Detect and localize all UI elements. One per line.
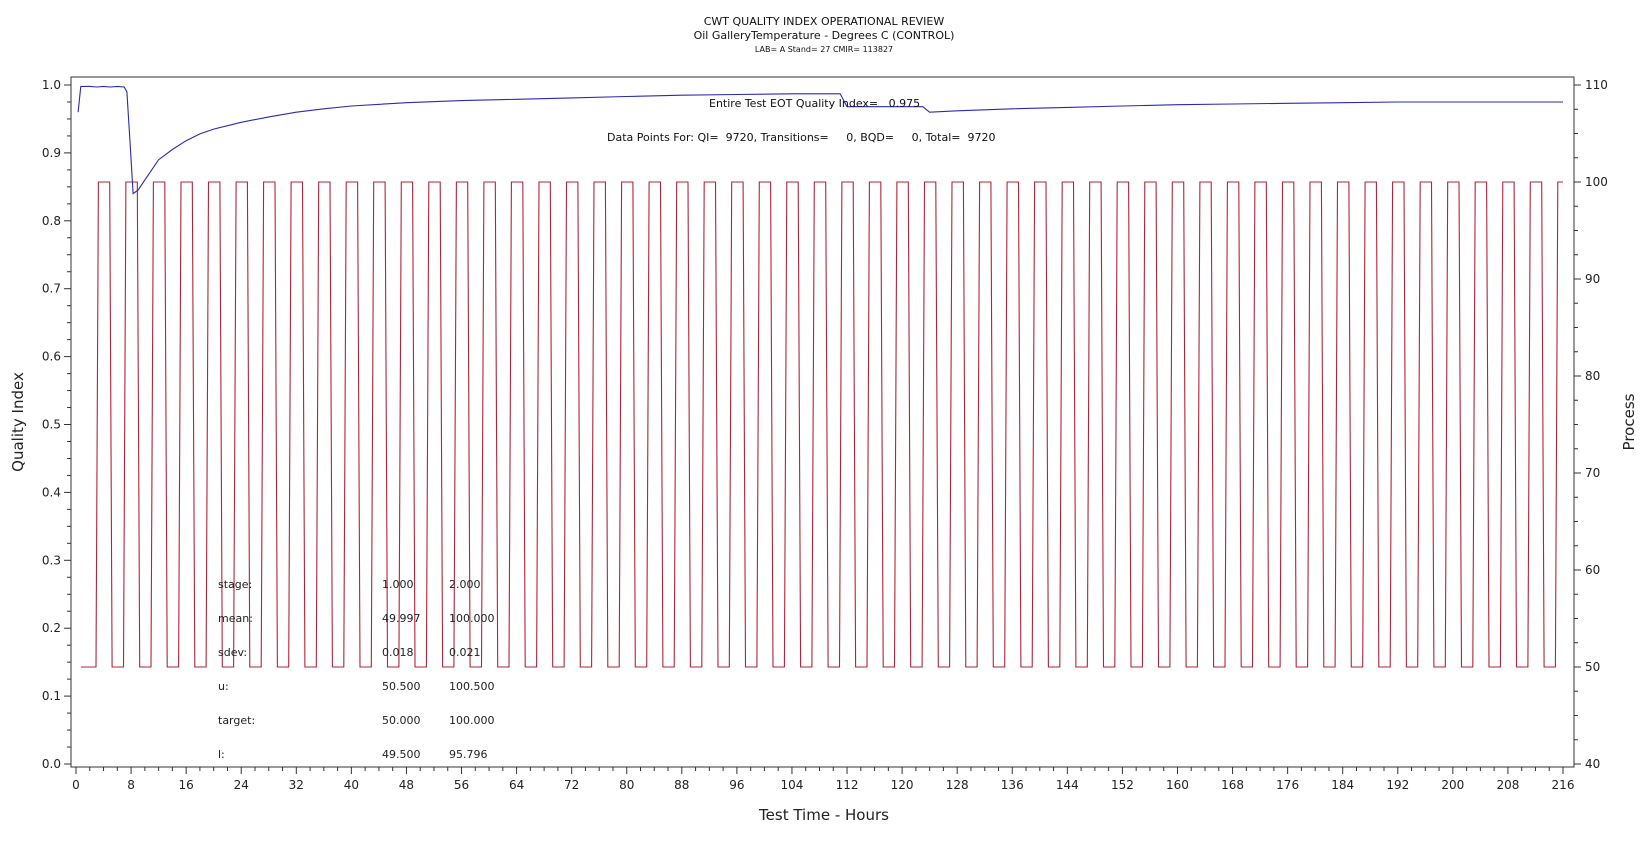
y-tick-label: 0.1 bbox=[42, 689, 61, 703]
x-tick-label: 144 bbox=[1056, 778, 1079, 792]
x-tick-label: 32 bbox=[289, 778, 304, 792]
plot-frame bbox=[70, 76, 1575, 768]
stat-value-stage1: 0.018 bbox=[382, 646, 414, 659]
chart-subsubtitle: LAB= A Stand= 27 CMIR= 113827 bbox=[755, 45, 893, 54]
x-tick-label: 168 bbox=[1221, 778, 1244, 792]
y-tick-label: 0.9 bbox=[42, 146, 61, 160]
x-tick-label: 208 bbox=[1496, 778, 1519, 792]
y-tick-label: 0.4 bbox=[42, 485, 61, 499]
x-tick-label: 152 bbox=[1111, 778, 1134, 792]
x-axis-label: Test Time - Hours bbox=[758, 806, 889, 824]
stat-value-stage1: 49.500 bbox=[382, 748, 421, 761]
data-points-note: Data Points For: QI= 9720, Transitions= … bbox=[607, 131, 995, 144]
stat-label: stage: bbox=[218, 578, 252, 591]
eot-quality-index-note: Entire Test EOT Quality Index= 0.975 bbox=[709, 97, 920, 110]
y-axis-right: 40 50 60 70 80 90 100 110 bbox=[1574, 78, 1608, 771]
y-axis-label: Quality Index bbox=[9, 372, 27, 472]
y2-tick-label: 90 bbox=[1585, 272, 1600, 286]
stat-value-stage2: 2.000 bbox=[449, 578, 481, 591]
x-tick-label: 80 bbox=[619, 778, 634, 792]
y2-tick-label: 50 bbox=[1585, 660, 1600, 674]
stat-label: l: bbox=[218, 748, 225, 761]
chart-title: CWT QUALITY INDEX OPERATIONAL REVIEW bbox=[704, 15, 945, 28]
y-tick-label: 0.3 bbox=[42, 553, 61, 567]
x-tick-label: 48 bbox=[399, 778, 414, 792]
y2-tick-label: 70 bbox=[1585, 466, 1600, 480]
y-tick-label: 0.5 bbox=[42, 418, 61, 432]
x-tick-label: 120 bbox=[891, 778, 914, 792]
x-tick-label: 104 bbox=[781, 778, 804, 792]
y2-tick-label: 110 bbox=[1585, 78, 1608, 92]
x-tick-label: 96 bbox=[729, 778, 744, 792]
y-tick-label: 0.6 bbox=[42, 350, 61, 364]
stat-value-stage1: 1.000 bbox=[382, 578, 414, 591]
chart-subtitle: Oil GalleryTemperature - Degrees C (CONT… bbox=[694, 29, 955, 42]
y-tick-label: 1.0 bbox=[42, 78, 61, 92]
x-tick-label: 112 bbox=[836, 778, 859, 792]
stat-value-stage1: 49.997 bbox=[382, 612, 421, 625]
x-tick-label: 136 bbox=[1001, 778, 1024, 792]
stats-table: stage: 1.000 2.000 mean: 49.997 100.000 sdev: 0… bbox=[218, 578, 495, 761]
stat-label: mean: bbox=[218, 612, 253, 625]
y2-tick-label: 100 bbox=[1585, 175, 1608, 189]
stat-value-stage1: 50.500 bbox=[382, 680, 421, 693]
stat-label: u: bbox=[218, 680, 229, 693]
stat-value-stage2: 95.796 bbox=[449, 748, 488, 761]
x-tick-label: 216 bbox=[1552, 778, 1575, 792]
series-quality-index bbox=[77, 85, 1563, 195]
stat-label: target: bbox=[218, 714, 255, 727]
x-tick-label: 56 bbox=[454, 778, 469, 792]
x-tick-label: 192 bbox=[1386, 778, 1409, 792]
y-tick-label: 0.8 bbox=[42, 214, 61, 228]
x-tick-label: 176 bbox=[1276, 778, 1299, 792]
stat-label: sdev: bbox=[218, 646, 247, 659]
x-tick-label: 24 bbox=[234, 778, 249, 792]
y-axis-left: 0.0 0.1 0.2 0.3 0.4 0.5 0.6 0.7 0.8 0.9 1.0 bbox=[42, 78, 71, 771]
stat-value-stage1: 50.000 bbox=[382, 714, 421, 727]
y2-axis-label: Process bbox=[1620, 393, 1638, 450]
x-tick-label: 88 bbox=[674, 778, 689, 792]
y-tick-label: 0.0 bbox=[42, 757, 61, 771]
stat-value-stage2: 100.000 bbox=[449, 714, 495, 727]
y-tick-label: 0.2 bbox=[42, 621, 61, 635]
y2-tick-label: 60 bbox=[1585, 563, 1600, 577]
x-tick-label: 200 bbox=[1441, 778, 1464, 792]
stat-value-stage2: 100.500 bbox=[449, 680, 495, 693]
x-axis: 0 8 16 24 32 40 48 56 64 72 80 88 96 104 112 120 128 136 1… bbox=[72, 767, 1574, 792]
x-tick-label: 8 bbox=[127, 778, 135, 792]
x-tick-label: 160 bbox=[1166, 778, 1189, 792]
x-tick-label: 16 bbox=[179, 778, 194, 792]
x-tick-label: 64 bbox=[509, 778, 524, 792]
y-tick-label: 0.7 bbox=[42, 282, 61, 296]
stat-value-stage2: 0.021 bbox=[449, 646, 481, 659]
stat-value-stage2: 100.000 bbox=[449, 612, 495, 625]
y2-tick-label: 40 bbox=[1585, 757, 1600, 771]
series-process bbox=[80, 181, 1563, 668]
y2-tick-label: 80 bbox=[1585, 369, 1600, 383]
x-tick-label: 184 bbox=[1331, 778, 1354, 792]
x-tick-label: 72 bbox=[564, 778, 579, 792]
x-tick-label: 40 bbox=[344, 778, 359, 792]
x-tick-label: 0 bbox=[72, 778, 80, 792]
x-tick-label: 128 bbox=[946, 778, 969, 792]
